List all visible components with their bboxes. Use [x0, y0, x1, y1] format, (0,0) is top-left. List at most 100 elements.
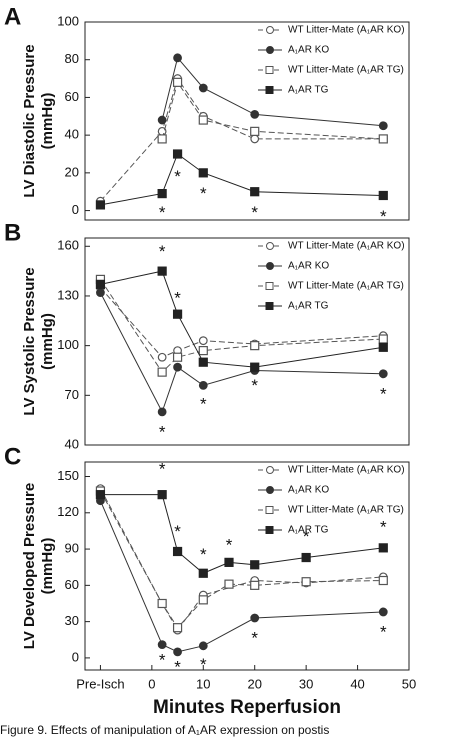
panel-label: B: [4, 219, 21, 246]
marker: [157, 598, 167, 609]
legend-label: WT Litter-Mate (A₁AR TG): [288, 65, 404, 76]
marker: [198, 83, 208, 93]
legend-marker: [266, 242, 274, 250]
x-axis-label: Minutes Reperfusion: [153, 697, 341, 718]
marker: [224, 579, 234, 589]
plot-frame: [84, 461, 410, 671]
marker: [198, 115, 208, 125]
annotation: *: [200, 394, 207, 413]
annotation: *: [380, 517, 387, 536]
y-tick-label: 80: [65, 51, 79, 66]
annotation: *: [200, 655, 207, 674]
annotation: *: [174, 522, 181, 541]
y-label-line: (mmHg): [39, 313, 56, 370]
marker: [157, 134, 167, 144]
y-axis-label: LV Diastolic Pressure (mmHg): [21, 44, 56, 197]
legend-marker: [266, 26, 274, 34]
marker: [250, 187, 260, 197]
annotation: *: [159, 203, 166, 222]
marker: [250, 560, 260, 570]
plot-frame: [84, 21, 410, 221]
marker: [198, 336, 208, 346]
marker: [198, 357, 208, 367]
marker: [301, 552, 311, 563]
marker: [198, 595, 208, 605]
marker: [96, 288, 105, 298]
legend-label: WT Litter-Mate (A₁AR KO): [288, 25, 405, 36]
y-axis-label: LV Systolic Pressure (mmHg): [21, 267, 56, 415]
annotation: *: [226, 536, 233, 555]
y-label-line: LV Systolic Pressure: [21, 267, 38, 415]
legend-label: A₁AR KO: [288, 45, 329, 56]
marker: [198, 380, 208, 390]
x-tick-label: 20: [247, 676, 261, 691]
legend-marker: [266, 486, 274, 494]
y-tick-label: 20: [65, 164, 79, 179]
marker: [250, 134, 260, 144]
marker: [172, 149, 183, 159]
series-line: [100, 494, 384, 574]
legend-marker: [265, 86, 274, 94]
annotation: *: [159, 423, 166, 442]
marker: [378, 543, 388, 553]
series-line: [100, 279, 384, 373]
y-tick-label: 0: [72, 202, 79, 217]
annotation: *: [380, 207, 387, 226]
y-tick-label: 120: [57, 504, 79, 519]
legend-marker: [266, 466, 274, 474]
panel-label: A: [4, 3, 21, 30]
y-tick-label: 70: [65, 387, 79, 402]
y-tick-label: 100: [57, 337, 79, 352]
annotation: *: [380, 623, 387, 642]
marker: [224, 557, 234, 567]
marker: [172, 352, 183, 362]
y-tick-label: 0: [72, 649, 79, 664]
annotation: *: [174, 288, 181, 307]
marker: [173, 362, 182, 372]
y-tick-label: 150: [57, 468, 79, 483]
marker: [250, 341, 260, 351]
y-label-line: LV Diastolic Pressure: [21, 44, 38, 197]
annotation: *: [251, 376, 258, 395]
marker: [95, 490, 106, 500]
legend-marker: [265, 302, 274, 310]
legend-label: A₁AR KO: [288, 485, 329, 496]
legend-marker: [265, 526, 274, 534]
y-tick-label: 130: [57, 287, 79, 302]
legend-marker: [266, 262, 274, 270]
marker: [95, 279, 106, 289]
x-tick-label: 40: [350, 676, 364, 691]
annotation: *: [174, 658, 181, 677]
legend-label: WT Litter-Mate (A₁AR TG): [288, 281, 404, 292]
y-tick-label: 160: [57, 238, 79, 253]
legend-label: WT Litter-Mate (A₁AR KO): [288, 241, 405, 252]
annotation: *: [251, 203, 258, 222]
marker: [198, 168, 208, 178]
marker: [157, 640, 167, 650]
series-line: [100, 270, 384, 368]
legend-marker: [265, 66, 274, 74]
marker: [198, 641, 208, 651]
series-line: [99, 292, 384, 414]
x-tick-label: Pre-Isch: [76, 676, 124, 691]
marker: [157, 490, 167, 500]
marker: [157, 352, 167, 362]
marker: [198, 346, 208, 356]
marker: [157, 407, 167, 417]
marker: [157, 266, 167, 276]
marker: [378, 121, 388, 131]
marker: [378, 607, 388, 617]
annotation: *: [303, 527, 310, 546]
plot-frame: [84, 237, 410, 446]
marker: [378, 190, 388, 201]
annotation: *: [200, 184, 207, 203]
marker: [172, 623, 183, 633]
y-label-line: (mmHg): [39, 93, 56, 150]
marker: [250, 362, 260, 372]
marker: [250, 580, 260, 590]
annotation: *: [200, 545, 207, 564]
y-tick-label: 40: [65, 127, 79, 142]
legend-label: A₁AR TG: [288, 525, 329, 536]
y-tick-label: 40: [65, 436, 79, 451]
